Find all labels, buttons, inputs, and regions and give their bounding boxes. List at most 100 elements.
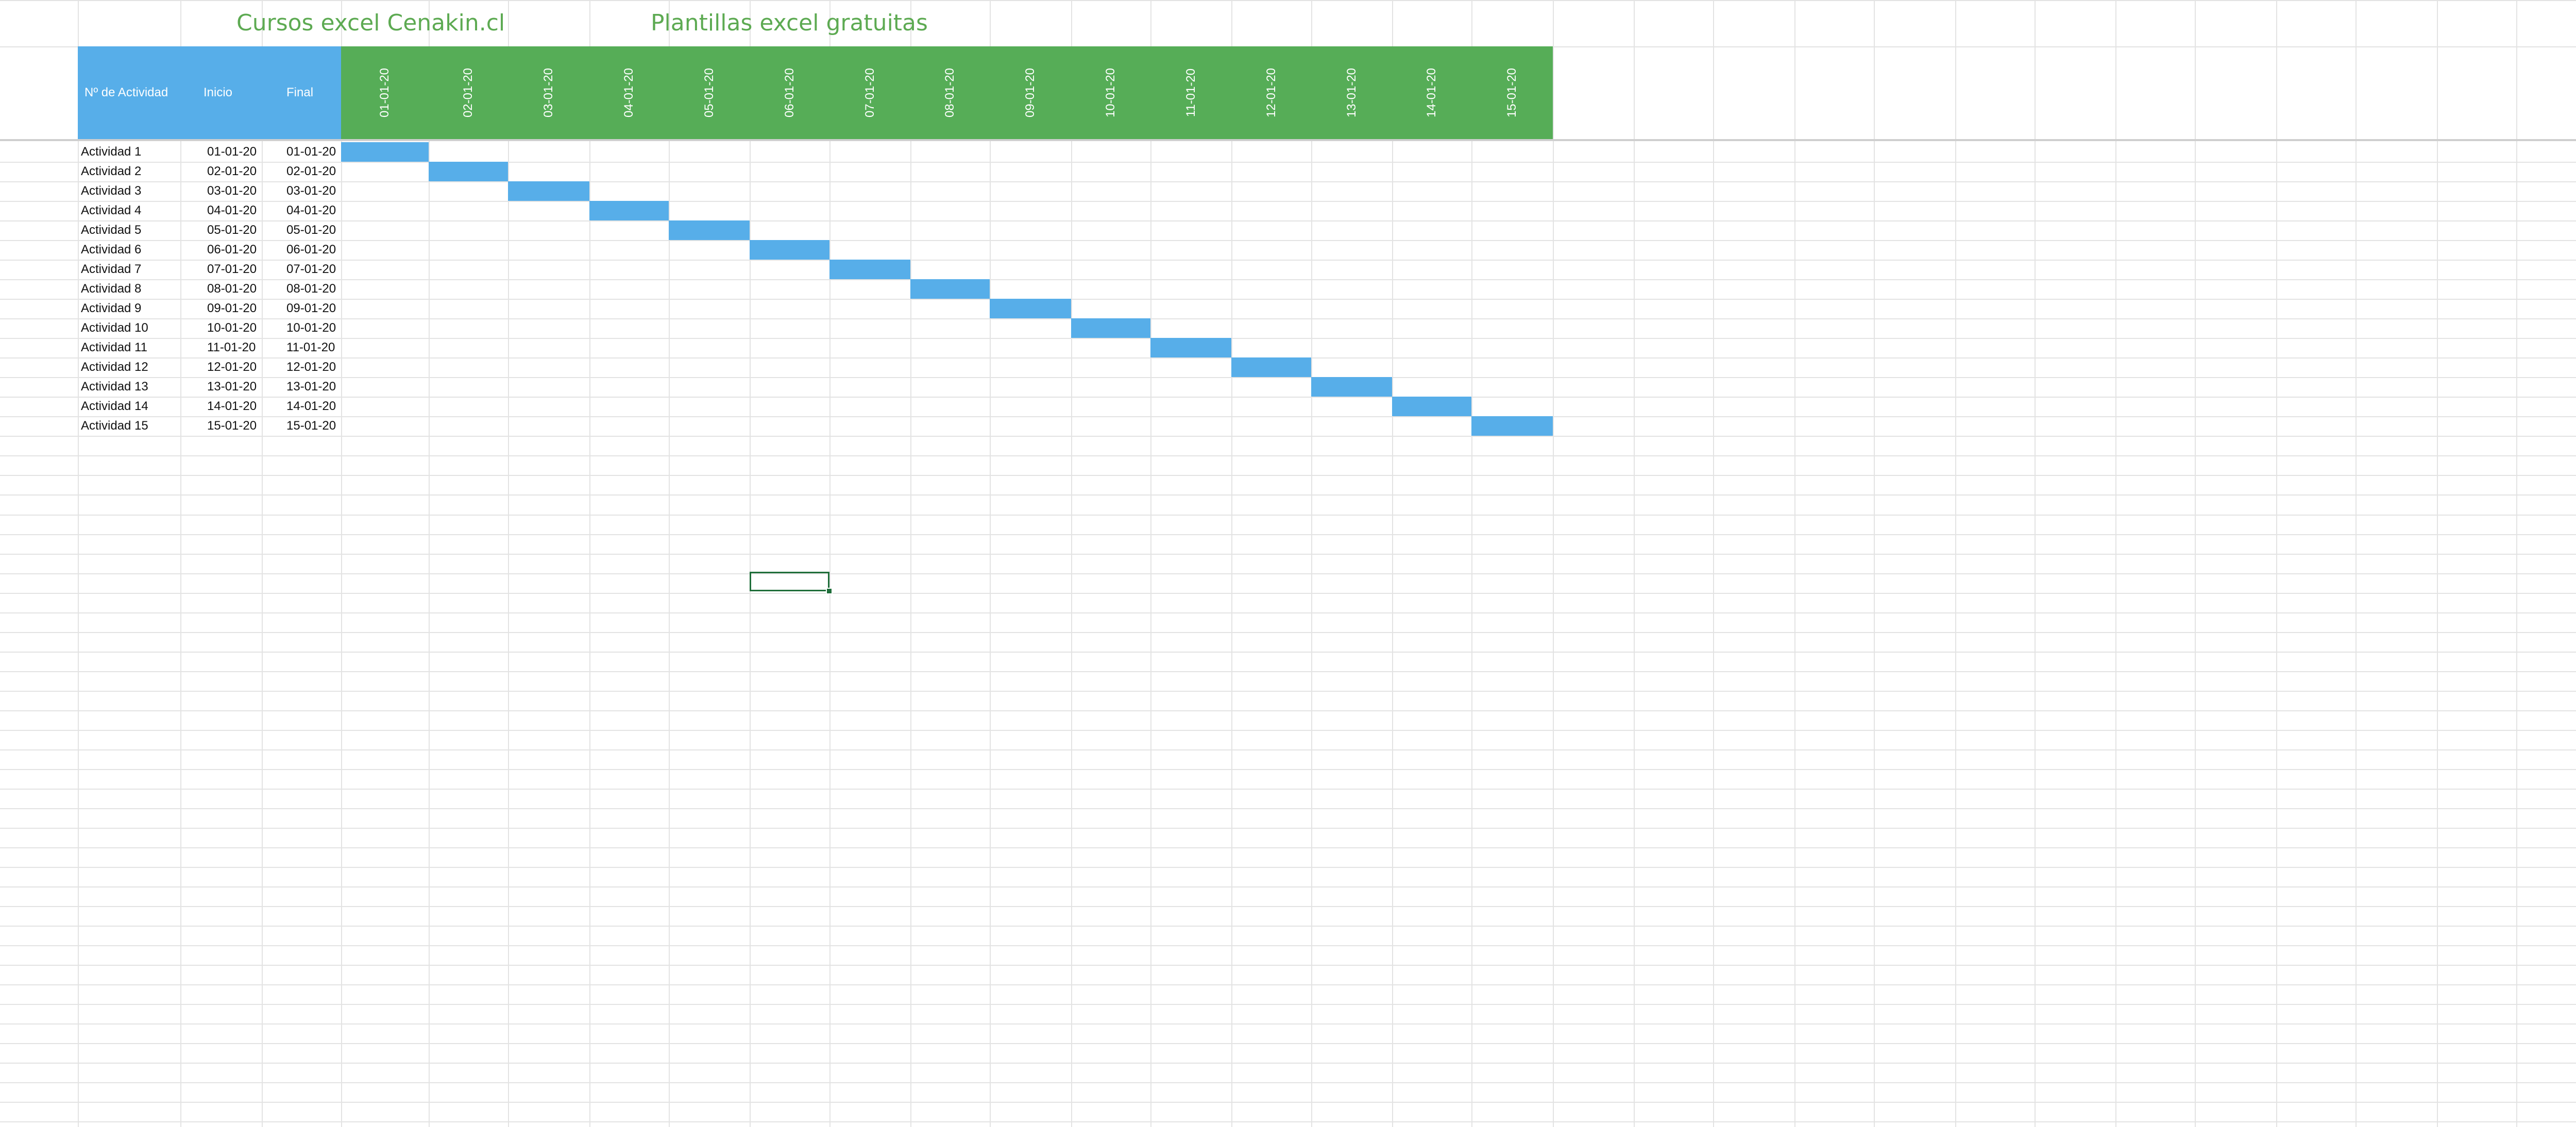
title-plantillas-link[interactable]: Plantillas excel gratuitas: [651, 10, 928, 36]
activity-start[interactable]: 13-01-20: [207, 380, 257, 394]
header-start[interactable]: Inicio: [204, 86, 233, 99]
activity-start[interactable]: 09-01-20: [207, 301, 257, 315]
fill-handle[interactable]: [826, 588, 833, 594]
date-header[interactable]: 12-01-20: [1264, 67, 1278, 118]
row-gridline: [0, 867, 2576, 868]
activity-name[interactable]: Actividad 12: [81, 360, 148, 374]
date-header[interactable]: 03-01-20: [541, 67, 555, 118]
activity-end[interactable]: 04-01-20: [286, 203, 336, 217]
row-gridline: [0, 318, 2576, 319]
activity-start[interactable]: 03-01-20: [207, 184, 257, 198]
activity-start[interactable]: 10-01-20: [207, 321, 257, 335]
activity-name[interactable]: Actividad 10: [81, 321, 148, 335]
column-gridline: [429, 0, 430, 1127]
activity-name[interactable]: Actividad 7: [81, 262, 142, 276]
row-gridline: [0, 769, 2576, 770]
activity-name[interactable]: Actividad 8: [81, 282, 142, 296]
row-gridline: [0, 749, 2576, 750]
row-gridline: [0, 515, 2576, 516]
row-gridline: [0, 1063, 2576, 1064]
row-gridline: [0, 573, 2576, 574]
activity-end[interactable]: 13-01-20: [286, 380, 336, 394]
row-gridline: [0, 847, 2576, 848]
activity-end[interactable]: 05-01-20: [286, 223, 336, 237]
row-gridline: [0, 632, 2576, 633]
activity-name[interactable]: Actividad 15: [81, 419, 148, 433]
activity-start[interactable]: 08-01-20: [207, 282, 257, 296]
date-header[interactable]: 04-01-20: [622, 67, 636, 118]
activity-start[interactable]: 11-01-20: [207, 340, 256, 354]
activity-start[interactable]: 15-01-20: [207, 419, 257, 433]
activity-end[interactable]: 11-01-20: [286, 340, 335, 354]
title-cursos-link[interactable]: Cursos excel Cenakin.cl: [236, 10, 505, 36]
row-gridline: [0, 0, 2576, 1]
header-end[interactable]: Final: [286, 86, 314, 99]
date-header[interactable]: 06-01-20: [783, 67, 796, 118]
date-header[interactable]: 05-01-20: [702, 67, 716, 118]
selected-cell[interactable]: [750, 572, 829, 591]
row-gridline: [0, 455, 2576, 456]
activity-end[interactable]: 08-01-20: [286, 282, 336, 296]
activity-name[interactable]: Actividad 3: [81, 184, 142, 198]
date-header[interactable]: 01-01-20: [378, 67, 392, 118]
row-gridline: [0, 220, 2576, 221]
row-gridline: [0, 886, 2576, 887]
row-gridline: [0, 926, 2576, 927]
activity-start[interactable]: 05-01-20: [207, 223, 257, 237]
activity-name[interactable]: Actividad 13: [81, 380, 148, 394]
activity-name[interactable]: Actividad 14: [81, 399, 148, 413]
activity-end[interactable]: 14-01-20: [286, 399, 336, 413]
column-gridline: [1794, 0, 1795, 1127]
column-gridline: [750, 0, 751, 1127]
row-gridline: [0, 1121, 2576, 1122]
activity-end[interactable]: 09-01-20: [286, 301, 336, 315]
activity-start[interactable]: 02-01-20: [207, 164, 257, 178]
row-gridline: [0, 181, 2576, 182]
activity-name[interactable]: Actividad 2: [81, 164, 142, 178]
activity-name[interactable]: Actividad 5: [81, 223, 142, 237]
date-header[interactable]: 13-01-20: [1345, 67, 1359, 118]
activity-end[interactable]: 03-01-20: [286, 184, 336, 198]
activity-start[interactable]: 14-01-20: [207, 399, 257, 413]
date-header[interactable]: 07-01-20: [863, 67, 877, 118]
activity-name[interactable]: Actividad 9: [81, 301, 142, 315]
activity-end[interactable]: 02-01-20: [286, 164, 336, 178]
activity-end[interactable]: 07-01-20: [286, 262, 336, 276]
date-header[interactable]: 14-01-20: [1425, 67, 1438, 118]
activity-start[interactable]: 01-01-20: [207, 145, 257, 159]
activity-name[interactable]: Actividad 4: [81, 203, 142, 217]
activity-start[interactable]: 12-01-20: [207, 360, 257, 374]
date-header[interactable]: 02-01-20: [461, 67, 475, 118]
row-gridline: [0, 710, 2576, 711]
row-gridline: [0, 808, 2576, 809]
row-gridline: [0, 1043, 2576, 1044]
row-gridline: [0, 730, 2576, 731]
activity-start[interactable]: 07-01-20: [207, 262, 257, 276]
gantt-bar: [1071, 318, 1150, 338]
row-gridline: [0, 162, 2576, 163]
activity-end[interactable]: 01-01-20: [286, 145, 336, 159]
activity-end[interactable]: 10-01-20: [286, 321, 336, 335]
activity-end[interactable]: 12-01-20: [286, 360, 336, 374]
activity-start[interactable]: 06-01-20: [207, 243, 257, 257]
activity-end[interactable]: 15-01-20: [286, 419, 336, 433]
activity-name[interactable]: Actividad 1: [81, 145, 142, 159]
activity-end[interactable]: 06-01-20: [286, 243, 336, 257]
activity-name[interactable]: Actividad 11: [81, 340, 147, 354]
column-gridline: [1392, 0, 1393, 1127]
column-gridline: [589, 0, 590, 1127]
column-gridline: [508, 0, 509, 1127]
activity-start[interactable]: 04-01-20: [207, 203, 257, 217]
row-gridline: [0, 945, 2576, 946]
date-header[interactable]: 08-01-20: [943, 67, 957, 118]
row-gridline: [0, 671, 2576, 672]
header-activity[interactable]: Nº de Actividad: [84, 86, 168, 99]
date-header[interactable]: 15-01-20: [1505, 67, 1519, 118]
date-header[interactable]: 10-01-20: [1104, 67, 1117, 118]
column-gridline: [180, 0, 181, 1127]
column-gridline: [669, 0, 670, 1127]
date-header[interactable]: 09-01-20: [1023, 67, 1037, 118]
activity-name[interactable]: Actividad 6: [81, 243, 142, 257]
date-header[interactable]: 11-01-20: [1184, 68, 1198, 117]
